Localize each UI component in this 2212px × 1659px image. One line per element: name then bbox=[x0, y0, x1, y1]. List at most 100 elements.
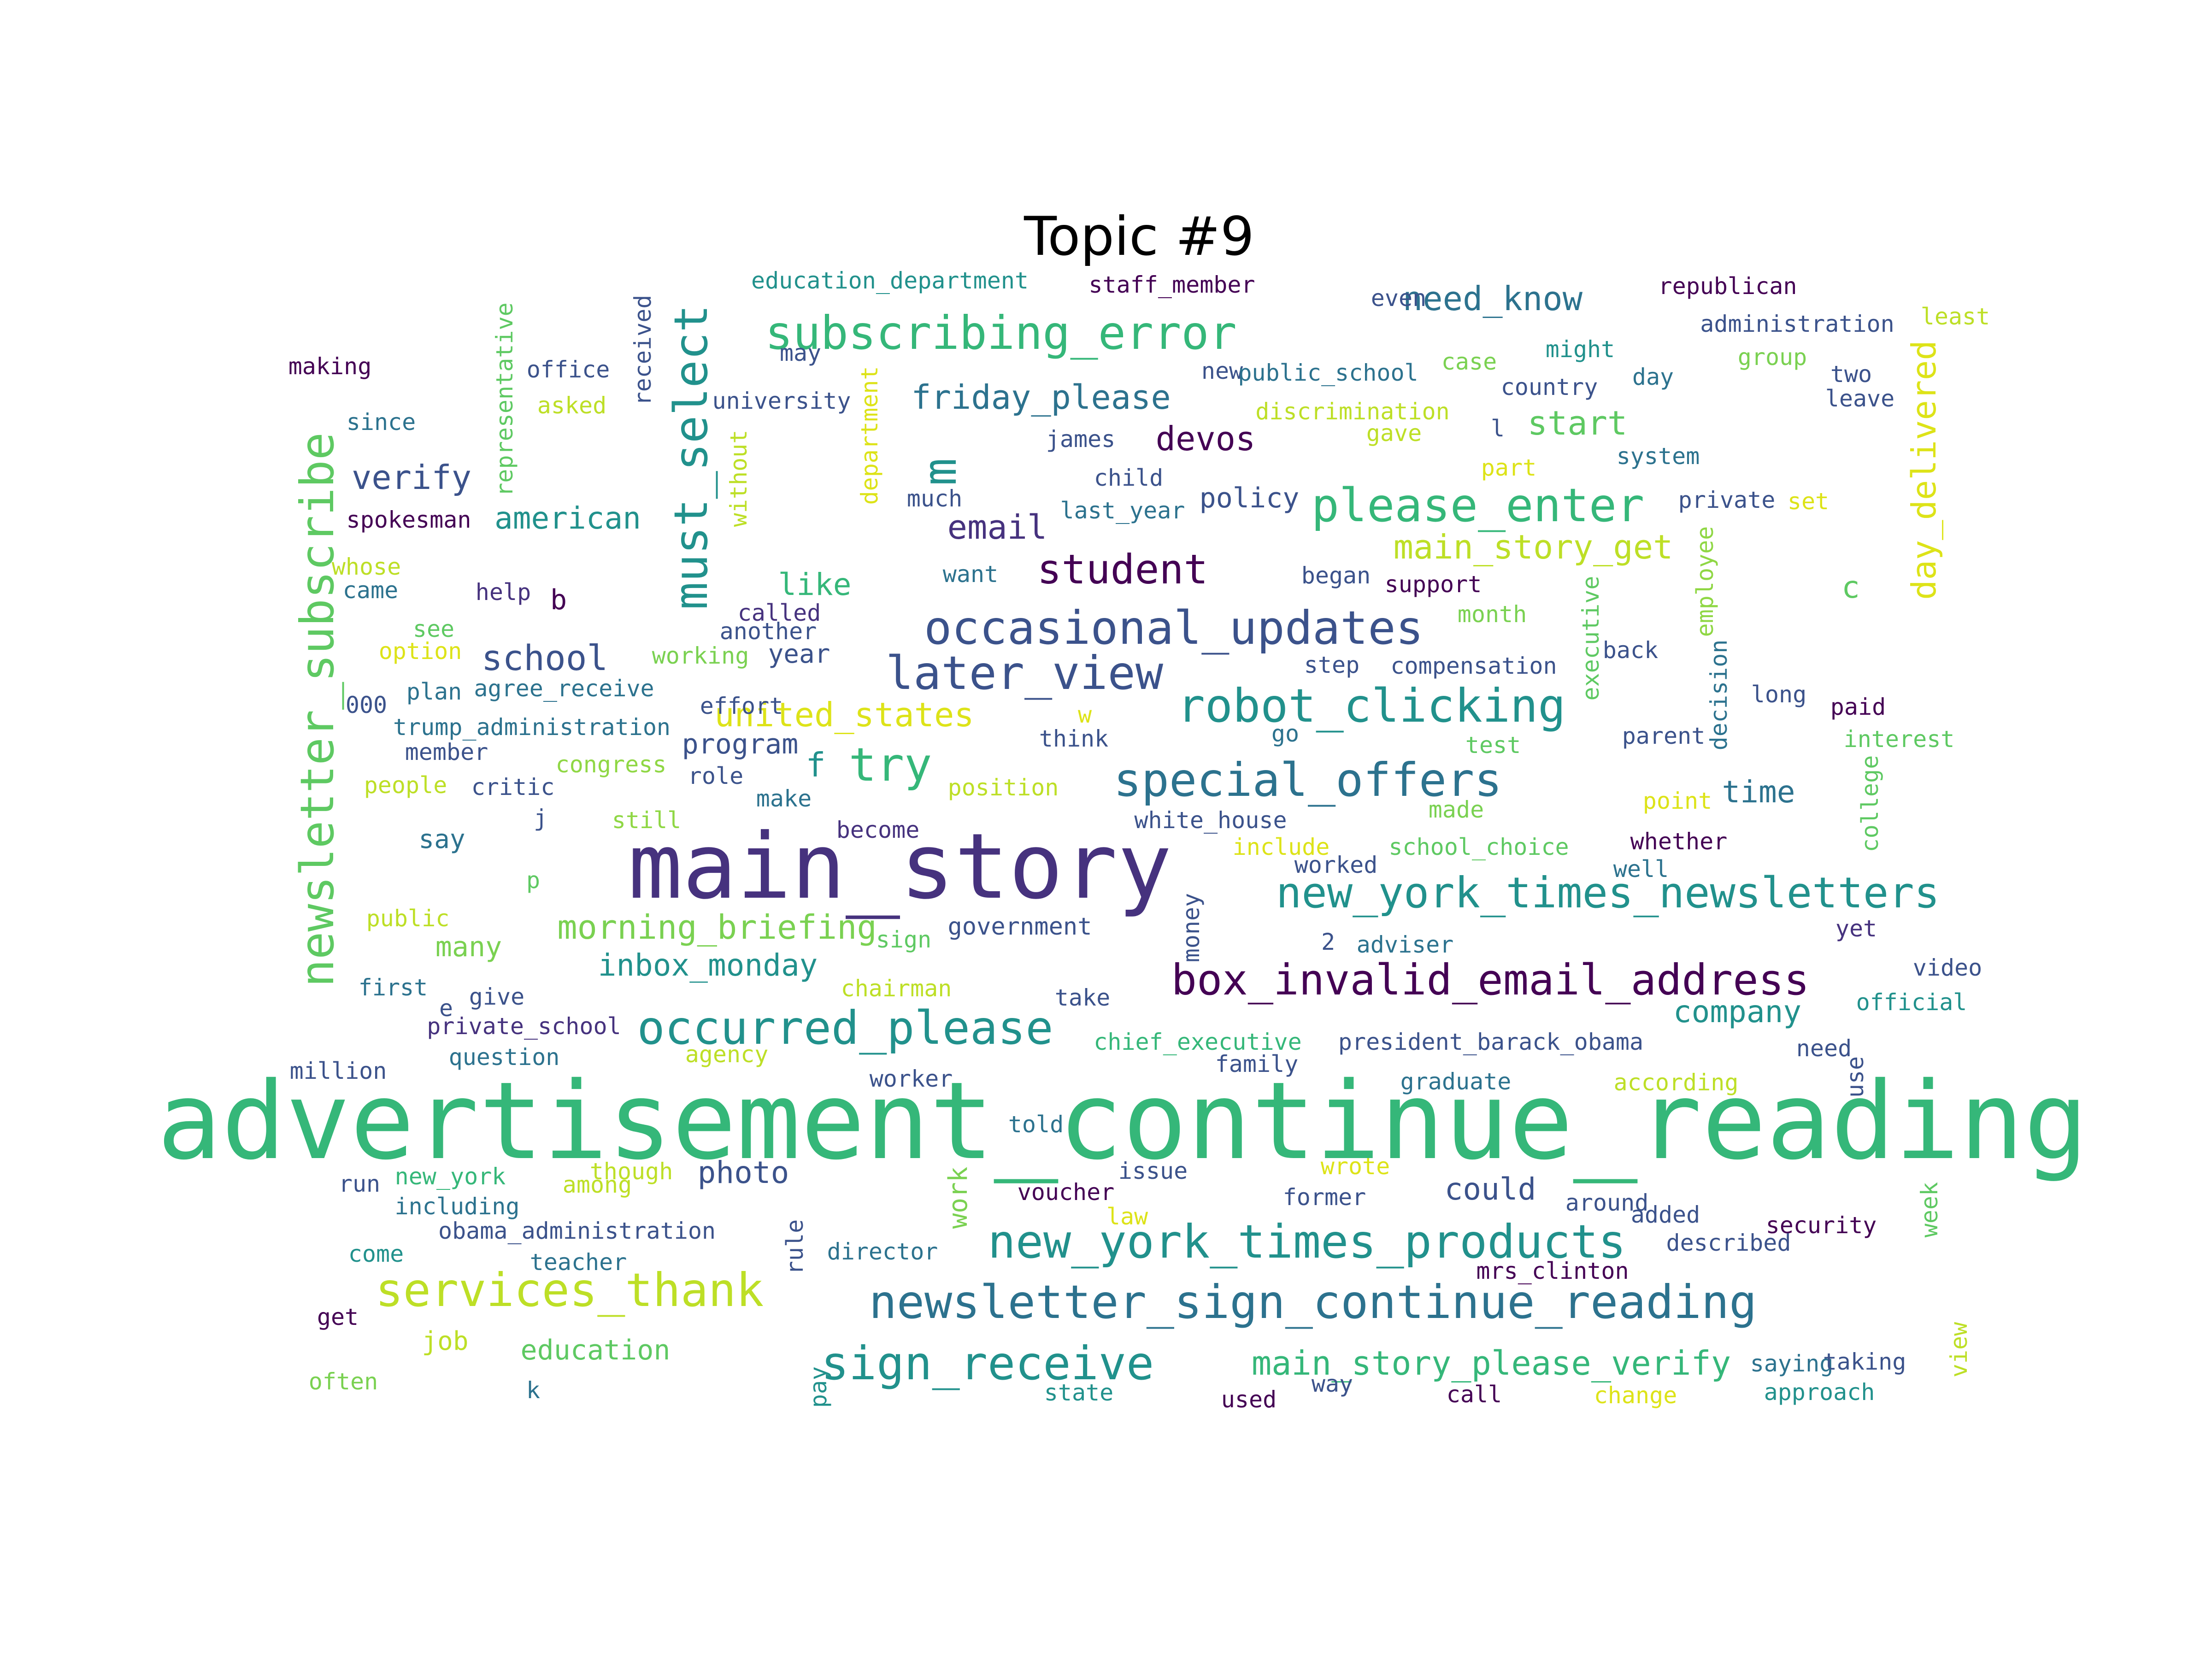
cloud-word: l bbox=[1490, 415, 1505, 442]
cloud-word: come bbox=[348, 1241, 404, 1267]
cloud-word: long bbox=[1751, 681, 1807, 708]
cloud-word: gave bbox=[1366, 420, 1422, 447]
cloud-word: p bbox=[526, 867, 541, 894]
cloud-word: education bbox=[520, 1334, 671, 1366]
cloud-word: student bbox=[1037, 546, 1208, 593]
cloud-word: services_thank bbox=[375, 1263, 764, 1317]
cloud-word: approach bbox=[1764, 1379, 1875, 1406]
cloud-word: role bbox=[688, 763, 744, 789]
cloud-word: million bbox=[289, 1058, 387, 1084]
cloud-word: described bbox=[1666, 1230, 1791, 1256]
cloud-word: work bbox=[943, 1166, 973, 1229]
cloud-word: president_barack_obama bbox=[1338, 1029, 1644, 1055]
cloud-word: family bbox=[1215, 1051, 1299, 1077]
cloud-word: private_school bbox=[427, 1013, 621, 1040]
cloud-word: parent bbox=[1622, 723, 1706, 749]
cloud-word: like bbox=[778, 567, 852, 602]
cloud-word: often bbox=[308, 1368, 378, 1395]
cloud-word: e bbox=[439, 995, 453, 1022]
cloud-word: k bbox=[526, 1377, 541, 1404]
cloud-word: j bbox=[533, 805, 548, 831]
cloud-word: day bbox=[1632, 364, 1674, 390]
cloud-word: whether bbox=[1630, 828, 1728, 855]
cloud-word: administration bbox=[1700, 311, 1894, 337]
cloud-word: main_story_please_verify bbox=[1251, 1344, 1731, 1382]
cloud-word: subscribing_error bbox=[765, 306, 1237, 360]
cloud-word: representative bbox=[491, 302, 518, 497]
cloud-word: education_department bbox=[751, 267, 1029, 294]
cloud-word: view bbox=[1946, 1322, 1972, 1378]
cloud-word: system bbox=[1616, 443, 1700, 470]
cloud-word: pay bbox=[805, 1366, 832, 1408]
cloud-word: department bbox=[856, 366, 883, 505]
cloud-word: asked bbox=[537, 392, 607, 419]
cloud-word: two bbox=[1830, 361, 1872, 388]
cloud-word: country bbox=[1500, 374, 1598, 400]
cloud-word: group bbox=[1737, 344, 1807, 371]
cloud-word: sign bbox=[876, 926, 932, 953]
cloud-word: obama_administration bbox=[438, 1218, 716, 1244]
cloud-word: must_select bbox=[664, 304, 718, 610]
cloud-word: issue bbox=[1118, 1158, 1188, 1184]
cloud-word: government bbox=[947, 913, 1092, 941]
cloud-word: last_year bbox=[1060, 497, 1185, 524]
cloud-word: think bbox=[1039, 725, 1109, 752]
cloud-word: first bbox=[358, 974, 428, 1001]
cloud-word: among bbox=[562, 1171, 632, 1198]
cloud-word: whose bbox=[331, 553, 401, 580]
cloud-word: united_states bbox=[714, 695, 974, 734]
cloud-word: go bbox=[1271, 720, 1300, 747]
cloud-word: new_york_times_products bbox=[988, 1215, 1626, 1269]
cloud-word: verify bbox=[351, 458, 472, 497]
cloud-word: give bbox=[469, 983, 525, 1010]
cloud-word: question bbox=[448, 1044, 560, 1071]
cloud-word: around bbox=[1565, 1189, 1649, 1216]
cloud-word: since bbox=[346, 409, 416, 435]
cloud-word: compensation bbox=[1390, 653, 1557, 679]
cloud-word: money bbox=[1178, 893, 1205, 963]
cloud-word: wrote bbox=[1320, 1153, 1390, 1180]
cloud-word: b bbox=[550, 584, 567, 616]
cloud-word: much bbox=[906, 485, 963, 512]
cloud-word: video bbox=[1912, 954, 1983, 981]
cloud-word: agency bbox=[685, 1041, 769, 1068]
cloud-word: want bbox=[942, 561, 999, 588]
cloud-word: member bbox=[405, 739, 488, 765]
cloud-word: official bbox=[1856, 989, 1967, 1016]
cloud-word: need bbox=[1796, 1035, 1852, 1062]
cloud-word: teacher bbox=[529, 1249, 627, 1276]
cloud-word: still bbox=[612, 807, 682, 834]
cloud-word: told bbox=[1008, 1111, 1064, 1138]
cloud-word: devos bbox=[1155, 419, 1256, 458]
cloud-word: option bbox=[378, 638, 462, 665]
cloud-word: box_invalid_email_address bbox=[1171, 955, 1810, 1005]
cloud-word: college bbox=[1857, 755, 1883, 853]
cloud-word: month bbox=[1457, 601, 1527, 628]
cloud-word: occasional_updates bbox=[924, 601, 1424, 655]
cloud-word: use bbox=[1842, 1056, 1869, 1098]
cloud-word: yet bbox=[1835, 915, 1877, 942]
cloud-word: paid bbox=[1830, 694, 1886, 720]
cloud-word: could bbox=[1444, 1171, 1536, 1207]
cloud-word: need_know bbox=[1402, 279, 1583, 318]
cloud-word: staff_member bbox=[1088, 271, 1255, 298]
cloud-word: agree_receive bbox=[474, 675, 654, 702]
cloud-word: including bbox=[394, 1193, 520, 1220]
cloud-word: include bbox=[1232, 834, 1330, 860]
cloud-word: make bbox=[756, 785, 812, 812]
cloud-word: w bbox=[1077, 701, 1092, 728]
cloud-word: least bbox=[1920, 303, 1990, 330]
cloud-word: special_offers bbox=[1113, 753, 1502, 807]
cloud-word: republican bbox=[1658, 273, 1797, 300]
cloud-word: year bbox=[768, 639, 830, 669]
cloud-word: rule bbox=[782, 1219, 808, 1275]
cloud-word: company bbox=[1673, 994, 1802, 1030]
cloud-word: change bbox=[1594, 1382, 1677, 1409]
cloud-word: spokesman bbox=[346, 506, 471, 533]
cloud-word: advertisement_continue_reading bbox=[157, 1059, 2088, 1183]
cloud-word: sign_receive bbox=[821, 1336, 1154, 1390]
cloud-word: making bbox=[288, 353, 372, 380]
cloud-word: m bbox=[913, 458, 967, 486]
cloud-word: support bbox=[1384, 571, 1482, 598]
cloud-word: say bbox=[418, 824, 465, 854]
